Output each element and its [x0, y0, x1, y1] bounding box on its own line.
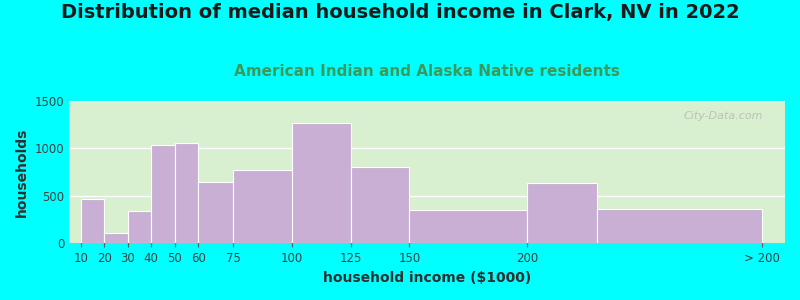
- Bar: [410, 210, 526, 243]
- Bar: [526, 183, 598, 243]
- Text: City-Data.com: City-Data.com: [684, 111, 763, 121]
- Bar: [292, 123, 350, 243]
- Bar: [174, 143, 198, 243]
- X-axis label: household income ($1000): household income ($1000): [323, 271, 531, 285]
- Y-axis label: households: households: [15, 128, 29, 217]
- Bar: [151, 145, 174, 243]
- Bar: [598, 209, 762, 243]
- Bar: [104, 233, 128, 243]
- Bar: [350, 167, 410, 243]
- Bar: [234, 170, 292, 243]
- Title: American Indian and Alaska Native residents: American Indian and Alaska Native reside…: [234, 64, 620, 79]
- Bar: [81, 199, 104, 243]
- Bar: [198, 182, 234, 243]
- Text: Distribution of median household income in Clark, NV in 2022: Distribution of median household income …: [61, 3, 739, 22]
- Bar: [128, 211, 151, 243]
